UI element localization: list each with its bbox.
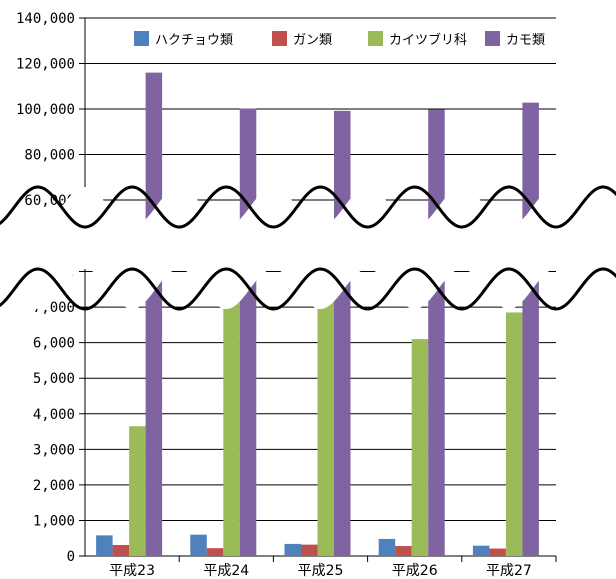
category-labels: 平成23 平成24 平成25 平成26 平成27 [109,563,532,579]
bar-1-2 [301,544,318,556]
legend-swatch [134,31,149,46]
bar-2-1 [223,289,240,556]
legend: ハクチョウ類 ガン類 カイツブリ科 カモ類 [134,31,545,48]
bar-upper-3-0 [145,72,163,220]
category-label: 平成27 [486,563,532,579]
bar-2-0 [129,426,146,556]
bar-lower-3-2 [334,236,351,556]
tick-label-upper: 120,000 [16,57,75,73]
axis-break-wave-lower [0,267,616,311]
legend-label: カイツブリ科 [389,32,467,48]
tick-label-lower: 4,000 [33,407,75,423]
bar-lower-3-3 [428,236,445,556]
bar-0-4 [472,545,490,556]
bar-1-0 [112,544,130,556]
bars [96,72,539,556]
axes [84,18,557,562]
bar-1-1 [206,548,224,556]
bar-0-3 [378,538,396,556]
bar-0-0 [96,535,113,556]
category-label: 平成26 [392,563,438,579]
tick-label-lower: 3,000 [33,442,75,458]
tick-label-lower: 5,000 [33,371,75,387]
bar-0-2 [284,543,301,556]
tick-label-lower: 2,000 [33,478,75,494]
category-label: 平成23 [109,563,155,579]
category-label: 平成25 [298,563,344,579]
legend-swatch [485,31,500,46]
bar-lower-3-0 [145,236,163,556]
bar-1-4 [489,548,506,556]
tick-label-upper: 100,000 [16,102,75,118]
tick-label-upper: 80,000 [24,148,75,164]
tick-label-upper: 140,000 [16,11,75,27]
bar-lower-3-1 [239,236,257,556]
tick-label-lower: 1,000 [33,513,75,529]
tick-label-lower: 0 [67,549,75,565]
bar-upper-3-3 [428,109,445,220]
category-label: 平成24 [203,563,249,579]
axis-break-wave-upper [0,185,616,229]
bar-upper-3-4 [522,102,539,220]
bar-2-4 [505,312,523,556]
legend-label: ガン類 [293,33,332,48]
bar-upper-3-1 [239,108,257,220]
axis-break-marks [0,185,616,311]
bar-2-2 [317,300,334,556]
legend-swatch [272,31,287,46]
legend-label: ハクチョウ類 [155,33,233,48]
legend-swatch [368,31,383,46]
bar-2-3 [411,339,429,556]
tick-label-lower: 6,000 [33,336,75,352]
bar-upper-3-2 [334,110,351,220]
bar-0-1 [190,534,207,556]
axis-break-band [0,187,616,309]
tick-label-upper: 60,000 [24,193,75,209]
bar-lower-3-4 [522,236,539,556]
bar-1-3 [395,546,412,556]
legend-label: カモ類 [506,33,545,48]
